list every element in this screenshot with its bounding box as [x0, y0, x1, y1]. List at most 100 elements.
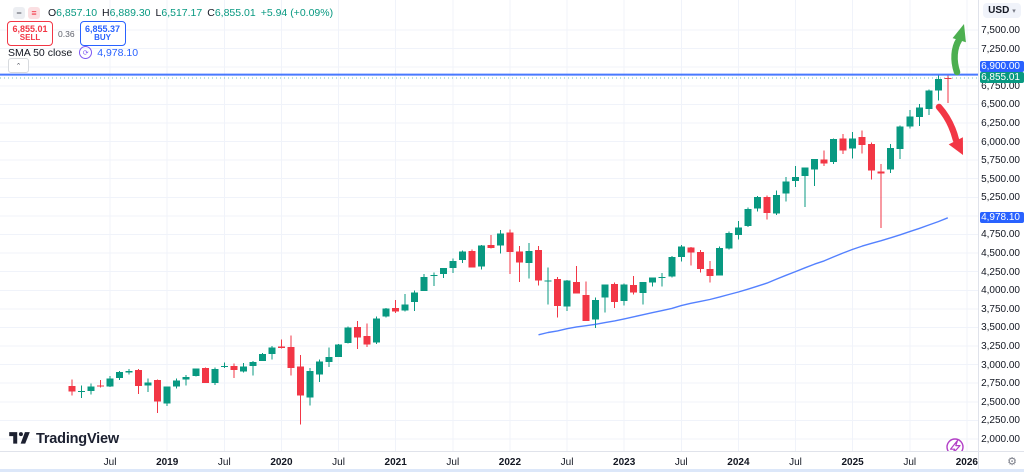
sync-icon[interactable]: ⟳: [79, 46, 93, 59]
candle-body: [944, 77, 952, 79]
currency-button[interactable]: USD ▾: [983, 3, 1021, 18]
candle-body: [249, 361, 257, 366]
candle-body: [706, 269, 714, 276]
candle-body: [744, 208, 752, 227]
candle-body: [220, 366, 228, 368]
ohlc-close: C6,855.01: [207, 7, 256, 19]
price-tick: 6,000.00: [981, 136, 1020, 148]
price-tick: 6,750.00: [981, 80, 1020, 92]
time-axis[interactable]: Jul 2019 Jul 2020 Jul 2021 Jul 2022 Jul 2023 Jul 20…: [0, 451, 978, 472]
candle-body: [830, 139, 838, 162]
price-tag-sma: 4,978.10: [980, 212, 1024, 224]
price-tick: 4,500.00: [981, 248, 1020, 260]
indicator-legend[interactable]: SMA 50 close ⟳ 4,978.10: [8, 46, 138, 59]
candle-body: [430, 275, 438, 277]
indicator-value: 4,978.10: [97, 46, 139, 59]
chart-canvas[interactable]: [0, 0, 978, 451]
sell-label: SELL: [19, 33, 41, 43]
candle-body: [106, 378, 114, 387]
candle-body: [620, 284, 628, 302]
time-tick: 2021: [384, 457, 407, 468]
candle-body: [858, 137, 866, 145]
candle-body: [925, 90, 933, 109]
candle-body: [296, 366, 304, 396]
time-tick: Jul: [217, 457, 231, 468]
candle-body: [173, 380, 181, 387]
candle-body: [87, 386, 95, 392]
candle-body: [163, 386, 171, 404]
candle-body: [230, 366, 238, 371]
candle-body: [573, 281, 581, 294]
time-tick: 2019: [156, 457, 179, 468]
candle-body: [277, 346, 285, 348]
candle-body: [287, 347, 295, 369]
tradingview-logo[interactable]: TradingView: [9, 431, 119, 447]
candle-body: [144, 382, 152, 386]
candle-body: [458, 251, 466, 261]
candle-body: [792, 177, 800, 181]
indicator-name: SMA 50 close: [8, 46, 73, 59]
price-axis[interactable]: USD ▾ 2,000.00 2,250.00 2,500.00 2,750.00 3,…: [978, 0, 1024, 451]
candle-body: [696, 251, 704, 269]
candle-body: [487, 244, 495, 249]
ohlc-high: H6,889.30: [102, 7, 151, 19]
candle-body: [763, 196, 771, 214]
candle-body: [468, 250, 476, 268]
candle-body: [420, 276, 428, 291]
ohlc-open: O6,857.10: [48, 7, 98, 19]
candle-body: [211, 368, 219, 384]
arrow-down-head: [948, 137, 963, 155]
candle-body: [839, 138, 847, 151]
price-tick: 6,250.00: [981, 117, 1020, 129]
time-tick: Jul: [560, 457, 574, 468]
candle-body: [811, 159, 819, 170]
candle-body: [306, 371, 314, 398]
candle-body: [401, 304, 409, 311]
chevron-up-icon: ⌃: [15, 62, 22, 70]
price-tag-line: 6,900.00: [980, 61, 1024, 73]
candle-body: [373, 318, 381, 343]
candle-body: [934, 79, 942, 91]
legend-minimize-icon[interactable]: −: [13, 7, 25, 19]
candle-body: [439, 268, 447, 275]
time-tick: Jul: [789, 457, 802, 468]
sell-button[interactable]: 6,855.01 SELL: [7, 21, 53, 46]
price-tick: 2,250.00: [981, 415, 1020, 427]
candle-body: [906, 116, 914, 127]
ohlc-change: +5.94 (+0.09%): [260, 7, 334, 19]
price-tick: 2,500.00: [981, 396, 1020, 408]
candle-body: [525, 250, 533, 264]
candle-body: [258, 354, 266, 361]
candle-body: [630, 285, 638, 293]
time-tick: Jul: [903, 457, 917, 468]
buy-button[interactable]: 6,855.37 BUY: [79, 21, 126, 46]
gear-icon[interactable]: ⚙: [1007, 456, 1017, 468]
candle-body: [592, 299, 600, 320]
candle-body: [915, 107, 923, 118]
tradingview-logo-text: TradingView: [36, 431, 119, 447]
legend-menu-icon[interactable]: ≡: [28, 7, 40, 19]
time-tick: 2026: [955, 457, 978, 468]
candle-body: [154, 380, 162, 402]
arrow-down-shaft: [935, 103, 960, 144]
candle-body: [715, 248, 723, 276]
candle-body: [392, 307, 400, 312]
candle-body: [611, 283, 619, 303]
time-tick: 2022: [498, 457, 522, 468]
ohlc-legend: − ≡ O6,857.10 H6,889.30 L6,517.17 C6,855…: [13, 6, 333, 20]
price-tick: 6,500.00: [981, 99, 1020, 111]
candle-body: [649, 277, 657, 283]
candle-body: [753, 197, 761, 209]
price-tick: 5,500.00: [981, 173, 1020, 185]
candle-body: [677, 246, 685, 257]
collapse-legend-button[interactable]: ⌃: [8, 58, 29, 73]
price-tick: 5,250.00: [981, 192, 1020, 204]
sma-line: [538, 217, 949, 336]
price-tick: 7,500.00: [981, 25, 1020, 36]
lightning-bolt-icon: [949, 439, 961, 451]
candle-body: [772, 195, 780, 214]
candle-body: [725, 233, 733, 249]
time-tick: Jul: [674, 457, 688, 468]
price-tick: 4,250.00: [981, 266, 1020, 278]
